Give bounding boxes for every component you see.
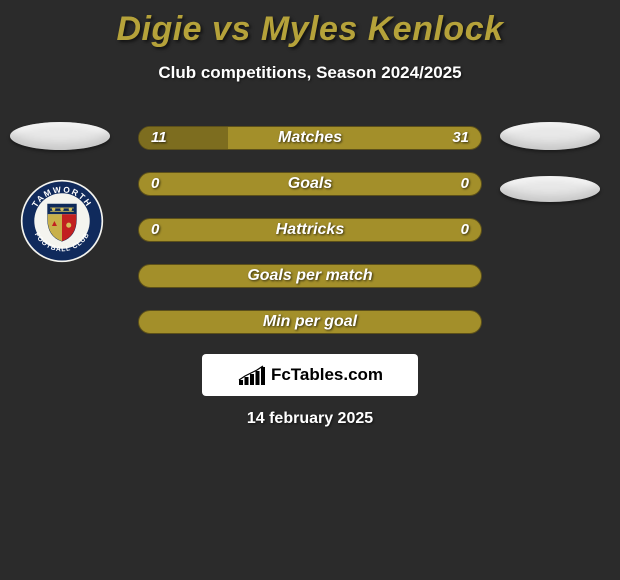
stat-row: Goals per match [138,264,482,288]
stat-label: Min per goal [139,311,481,333]
stat-value-left: 11 [151,127,167,149]
brand-text: FcTables.com [271,365,383,385]
stat-label: Goals per match [139,265,481,287]
bar-chart-icon [237,364,265,386]
placeholder-ellipse-top-right [500,122,600,150]
stat-label: Matches [139,127,481,149]
stat-row: Goals0 0 [138,172,482,196]
subtitle: Club competitions, Season 2024/2025 [0,63,620,83]
brand-box[interactable]: FcTables.com [202,354,418,396]
placeholder-ellipse-top-left [10,122,110,150]
stat-row: Min per goal [138,310,482,334]
stat-row: Matches11 31 [138,126,482,150]
stat-value-right: 31 [452,127,469,149]
stat-value-left: 0 [151,173,159,195]
date-text: 14 february 2025 [0,410,620,428]
stat-value-right: 0 [461,219,469,241]
stat-rows: Matches1131Goals00Hattricks00Goals per m… [138,126,482,356]
player-left-name: Digie [116,10,202,48]
placeholder-ellipse-bottom-right [500,176,600,202]
player-right-name: Myles Kenlock [261,10,504,48]
stat-label: Goals [139,173,481,195]
tamworth-badge-icon: TAMWORTH FOOTBALL CLUB [20,179,104,263]
stat-label: Hattricks [139,219,481,241]
stat-value-right: 0 [461,173,469,195]
club-badge-left: TAMWORTH FOOTBALL CLUB [20,179,104,263]
stat-value-left: 0 [151,219,159,241]
stat-row: Hattricks0 0 [138,218,482,242]
vs-text: vs [212,10,251,48]
page-title: Digie vs Myles Kenlock [0,0,620,49]
